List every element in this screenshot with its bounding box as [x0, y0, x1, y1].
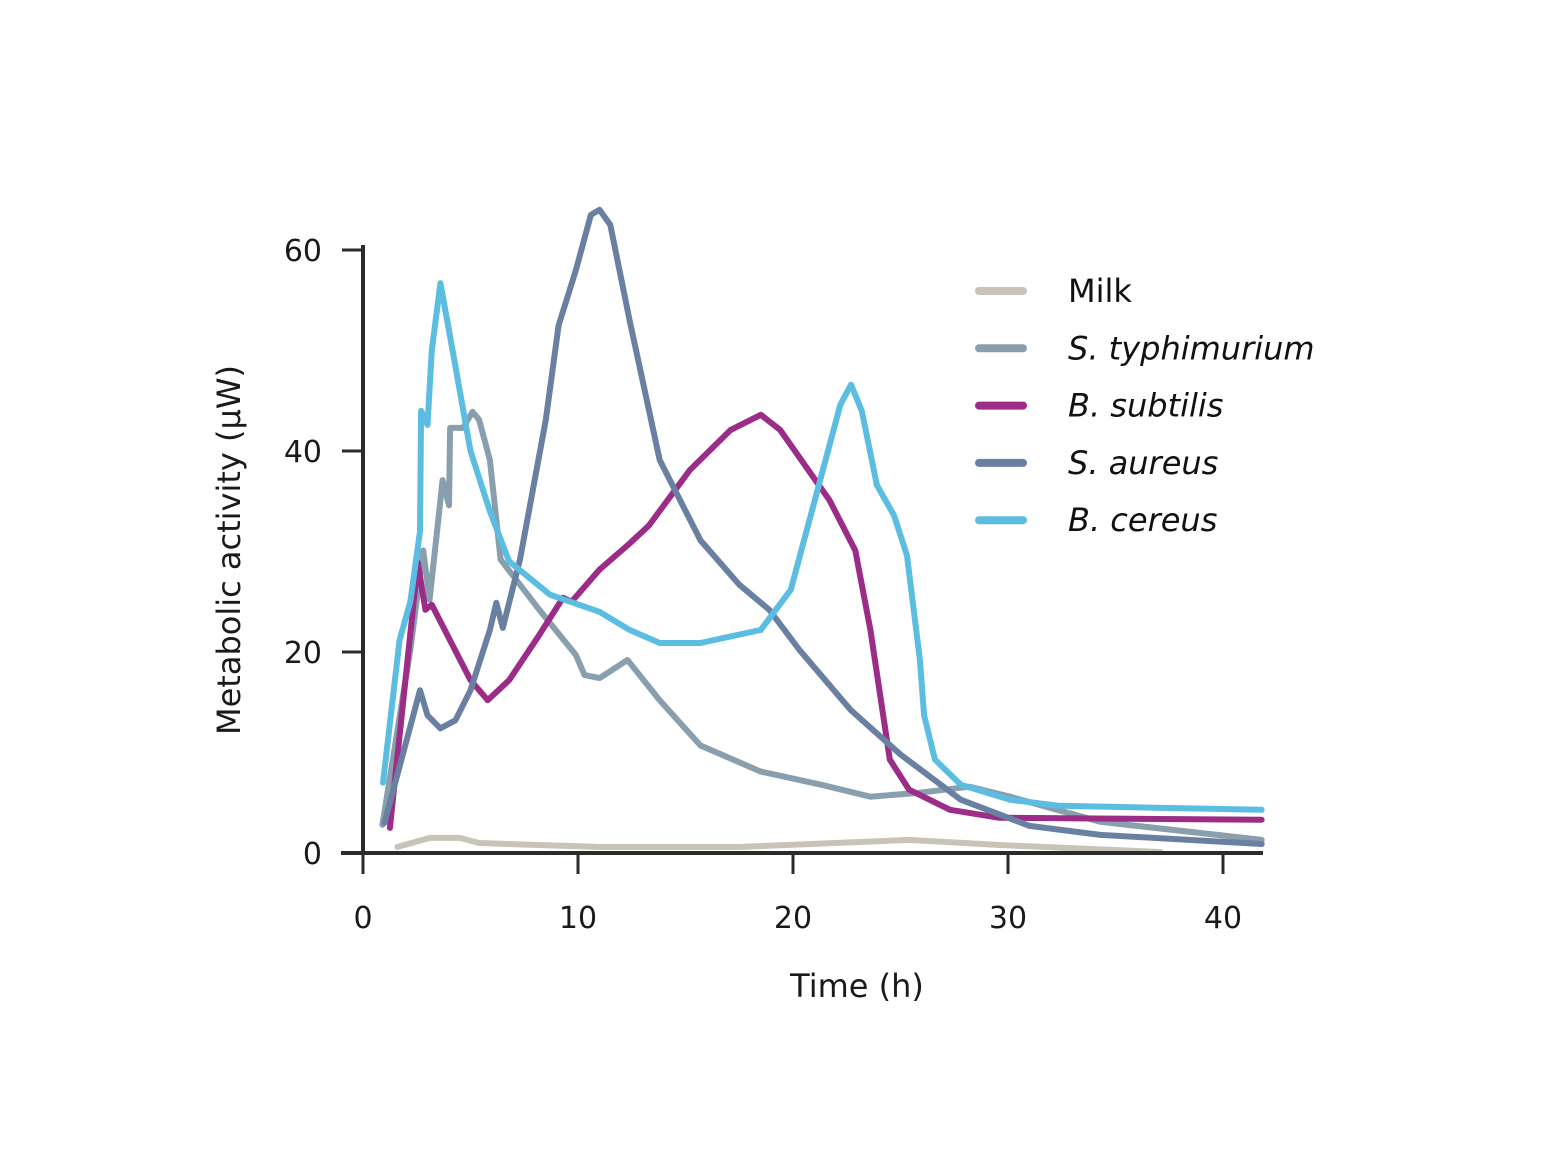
series-layer: [379, 206, 1265, 855]
legend: Milk S. typhimurium B. subtilis S. aureus B.…: [975, 272, 1315, 539]
legend-item: Milk: [975, 272, 1132, 310]
legend-label: Milk: [1068, 272, 1132, 310]
series-line-milk: [394, 834, 1164, 855]
x-tick-label: 0: [353, 901, 372, 936]
legend-label: S. aureus: [1068, 444, 1218, 482]
series-line-b-cereus: [380, 280, 1265, 813]
series-line-b-subtilis: [386, 411, 1265, 831]
ticks: 0 10 20 30 40 0 20 40 60: [284, 234, 1242, 936]
legend-label: S. typhimurium: [1068, 329, 1315, 367]
y-tick-label: 0: [303, 837, 322, 872]
y-tick-label: 20: [284, 636, 322, 671]
legend-label: B. cereus: [1068, 501, 1217, 539]
x-tick-label: 10: [559, 901, 597, 936]
legend-item: B. cereus: [975, 501, 1217, 539]
y-tick-label: 40: [284, 435, 322, 470]
series-line-s-typhimurium: [379, 408, 1265, 843]
legend-item: S. typhimurium: [975, 329, 1315, 367]
series-line-s-aureus: [381, 206, 1265, 847]
x-axis-title: Time (h): [789, 967, 924, 1005]
x-tick-label: 40: [1204, 901, 1242, 936]
y-tick-label: 60: [284, 234, 322, 269]
axes: [341, 245, 1263, 855]
y-axis-title: Metabolic activity (µW): [210, 365, 248, 735]
x-tick-label: 20: [774, 901, 812, 936]
legend-item: S. aureus: [975, 444, 1218, 482]
legend-label: B. subtilis: [1068, 387, 1223, 425]
legend-item: B. subtilis: [975, 387, 1223, 425]
x-tick-label: 30: [989, 901, 1027, 936]
